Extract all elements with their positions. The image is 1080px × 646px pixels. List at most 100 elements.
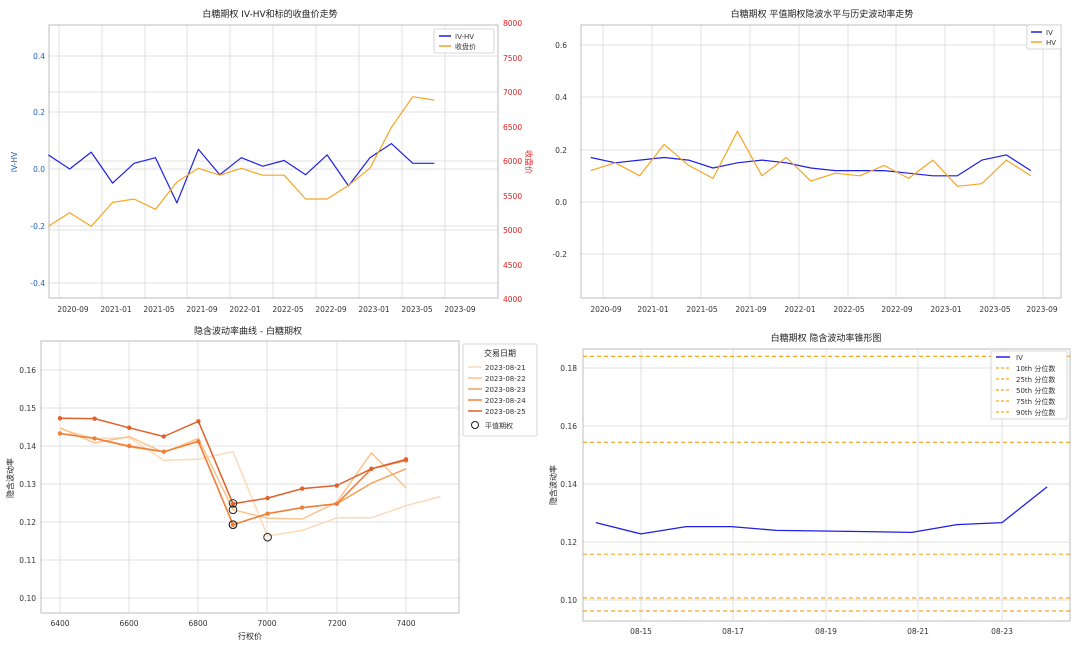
c3-grid xyxy=(41,341,459,613)
c1-grid xyxy=(49,25,498,298)
c4-legend-box xyxy=(990,350,1068,420)
c3-atm-marker xyxy=(228,505,238,515)
c2-legend-box xyxy=(1026,24,1062,50)
c3-point xyxy=(334,483,339,488)
c1-ytick: 0.2 xyxy=(33,108,45,117)
c3-atm-marker xyxy=(228,499,238,508)
c3-point xyxy=(230,522,236,527)
c3-point xyxy=(334,501,339,506)
c2-xtick: 2021-09 xyxy=(735,305,767,314)
c1-xtick: 2023-09 xyxy=(444,305,476,314)
c1-ytick-right: 7000 xyxy=(503,88,522,97)
c1-xtick: 2022-05 xyxy=(272,305,304,314)
c2-legend-label-hv: HV xyxy=(1046,39,1056,47)
c1-xtick: 2022-09 xyxy=(315,305,347,314)
c1-line-close xyxy=(47,96,435,227)
c4-ytick: 0.10 xyxy=(560,596,577,605)
c1-ytick-right: 8000 xyxy=(503,19,522,28)
c1-legend-label-ivhv: IV-HV xyxy=(455,33,474,41)
c4-legend-label: 75th 分位数 xyxy=(1016,397,1055,406)
c1-right-ticks: 8000 7500 7000 6500 6000 5500 5000 4500 … xyxy=(503,19,522,304)
c3-legend-atm-marker xyxy=(471,421,479,429)
c3-yticks: 0.16 0.15 0.14 0.13 0.12 0.11 0.10 xyxy=(19,366,36,603)
c3-line-2023-08-24 xyxy=(59,432,407,526)
c1-ytick: -0.2 xyxy=(30,222,45,231)
c1-ytick: 0.4 xyxy=(33,52,45,61)
c4-xtick: 08-19 xyxy=(815,627,837,636)
c3-xtick: 6600 xyxy=(119,619,138,628)
c1-title: 白糖期权 IV-HV和标的收盘价走势 xyxy=(202,8,337,20)
c3-title: 隐含波动率曲线 - 白糖期权 xyxy=(194,325,302,337)
c2-xtick: 2021-05 xyxy=(686,305,718,314)
c3-ytick: 0.10 xyxy=(19,594,36,603)
c2-ytick: -0.2 xyxy=(552,250,567,259)
c1-xtick: 2021-01 xyxy=(100,305,132,314)
c2-frame xyxy=(580,24,1062,299)
c3-ytick: 0.13 xyxy=(19,480,36,489)
c1-ytick: -0.4 xyxy=(30,279,45,288)
c3-line-2023-08-23 xyxy=(59,432,407,526)
c4-xticks: 08-15 08-17 08-19 08-21 08-23 xyxy=(630,627,1013,636)
c1-ytick-right: 6500 xyxy=(503,123,522,132)
c4-xtick: 08-21 xyxy=(907,627,929,636)
c4-ytick: 0.12 xyxy=(560,538,577,547)
c3-point xyxy=(127,443,132,449)
c1-xtick: 2020-09 xyxy=(57,305,89,314)
c2-xtick: 2021-01 xyxy=(637,305,669,314)
c3-legend-label: 平值期权 xyxy=(485,421,513,430)
c2-line-hv xyxy=(590,130,1032,187)
c2-xtick: 2023-05 xyxy=(979,305,1011,314)
c3-ytick: 0.16 xyxy=(19,366,36,375)
c4-title: 白糖期权 隐含波动率锥形图 xyxy=(771,332,882,344)
c1-xtick: 2023-01 xyxy=(358,305,390,314)
c4-ytick: 0.14 xyxy=(560,480,577,489)
c2-grid xyxy=(581,25,1061,298)
c4-frame xyxy=(582,348,1071,622)
c3-legend-label: 2023-08-21 xyxy=(485,364,526,372)
c3-ytick: 0.11 xyxy=(19,556,36,565)
c3-point xyxy=(127,425,132,430)
c3-point xyxy=(300,505,305,510)
c3-line-2023-08-21 xyxy=(59,428,441,537)
c3-legend-label: 2023-08-23 xyxy=(485,386,526,394)
c3-point xyxy=(57,416,63,421)
c3-point xyxy=(196,439,201,444)
c3-point xyxy=(230,501,236,506)
c4-legend: IV 10th 分位数 25th 分位数 50th 分位数 75th 分位数 9… xyxy=(990,350,1068,420)
c2-ytick: 0.2 xyxy=(555,146,567,155)
c2-xtick: 2023-01 xyxy=(930,305,962,314)
c1-ytick-right: 5000 xyxy=(503,226,522,235)
c3-xtick: 6800 xyxy=(188,619,207,628)
c2-yticks: 0.6 0.4 0.2 0.0 -0.2 xyxy=(552,41,567,259)
c4-line-iv xyxy=(595,486,1048,535)
c1-legend-label-close: 收盘价 xyxy=(455,42,476,51)
c3-series xyxy=(57,416,441,542)
c3-line-2023-08-22 xyxy=(59,427,407,520)
c3-point xyxy=(161,449,166,454)
c3-point xyxy=(196,419,201,424)
c4-series xyxy=(583,355,1070,612)
c3-atm-marker xyxy=(228,520,238,529)
c3-xticks: 6400 6600 6800 7000 7200 7400 xyxy=(50,619,415,628)
iv-cone-chart: 白糖期权 隐含波动率锥形图 0.18 0.16 0.14 0.12 0.10 隐… xyxy=(548,332,1071,636)
c3-legend: 交易日期 2023-08-21 2023-08-22 2023-08-23 20… xyxy=(462,343,538,437)
c2-title: 白糖期权 平值期权隐波水平与历史波动率走势 xyxy=(731,8,914,20)
c4-legend-label: 10th 分位数 xyxy=(1016,364,1055,373)
c3-legend-title: 交易日期 xyxy=(484,348,516,358)
c1-xtick: 2021-05 xyxy=(143,305,175,314)
c2-legend: IV HV xyxy=(1026,24,1062,50)
c1-xtick: 2022-01 xyxy=(229,305,261,314)
c4-yticks: 0.18 0.16 0.14 0.12 0.10 xyxy=(560,364,577,605)
c2-ytick: 0.6 xyxy=(555,41,567,50)
c4-legend-label: 90th 分位数 xyxy=(1016,408,1055,417)
c4-ylabel: 隐含波动率 xyxy=(548,465,558,505)
c3-legend-label: 2023-08-25 xyxy=(485,408,526,416)
c3-ytick: 0.14 xyxy=(19,442,36,451)
c3-ytick: 0.15 xyxy=(19,404,36,413)
c3-point xyxy=(265,511,270,516)
c4-legend-label: 25th 分位数 xyxy=(1016,375,1055,384)
c2-legend-label-iv: IV xyxy=(1046,29,1053,37)
c3-xtick: 7000 xyxy=(257,619,276,628)
c3-point xyxy=(403,457,409,462)
